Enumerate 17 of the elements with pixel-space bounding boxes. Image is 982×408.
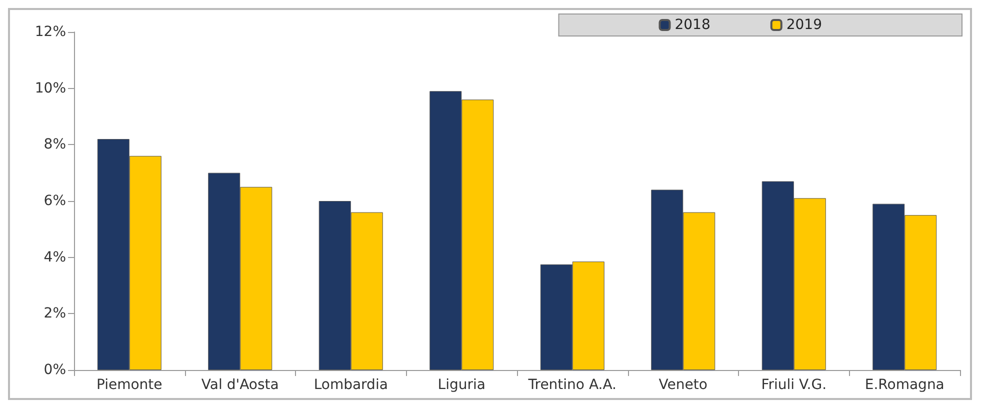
x-tick-label: Trentino A.A. [527, 377, 617, 393]
x-tick-label: Veneto [658, 377, 708, 393]
y-tick-label: 10% [34, 80, 66, 96]
x-tick-label: Liguria [438, 377, 486, 393]
y-tick-label: 2% [44, 306, 66, 322]
x-tick-label: Lombardia [314, 377, 388, 393]
y-tick-label: 6% [44, 193, 66, 209]
x-tick-label: Piemonte [96, 377, 162, 393]
legend-label: 2019 [786, 17, 822, 33]
x-tick-label: Val d'Aosta [201, 377, 279, 393]
legend-label: 2018 [674, 17, 710, 33]
x-tick-label: Friuli V.G. [761, 377, 827, 393]
x-tick-label: E.Romagna [864, 377, 944, 393]
y-tick-label: 4% [44, 249, 66, 266]
y-tick-label: 12% [34, 24, 66, 40]
y-tick-label: 8% [44, 136, 66, 153]
y-tick-label: 0% [44, 362, 66, 378]
